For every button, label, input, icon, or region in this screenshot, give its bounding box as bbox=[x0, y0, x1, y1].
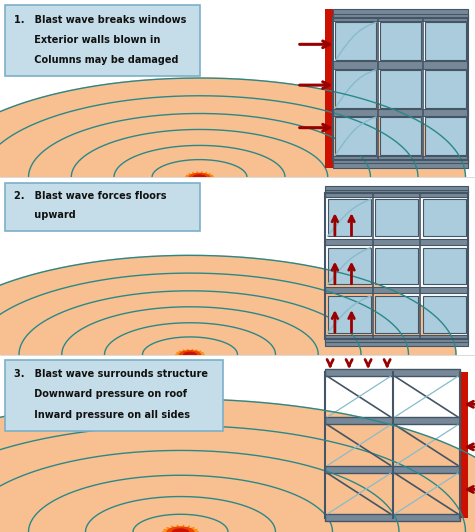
Polygon shape bbox=[0, 426, 466, 532]
Bar bbox=[325, 369, 460, 376]
Circle shape bbox=[184, 352, 196, 357]
Bar bbox=[333, 109, 468, 116]
Circle shape bbox=[172, 529, 189, 532]
Bar bbox=[380, 117, 421, 155]
Bar bbox=[325, 190, 468, 197]
Bar bbox=[325, 287, 468, 294]
Bar bbox=[325, 417, 460, 425]
Bar bbox=[423, 199, 466, 236]
Bar bbox=[375, 247, 418, 285]
FancyBboxPatch shape bbox=[5, 360, 223, 431]
Polygon shape bbox=[28, 113, 370, 177]
Bar bbox=[328, 199, 371, 236]
Bar bbox=[423, 296, 466, 333]
Text: Downward pressure on roof: Downward pressure on roof bbox=[14, 389, 187, 400]
Polygon shape bbox=[152, 160, 247, 177]
Bar bbox=[335, 70, 376, 107]
Text: 1.   Blast wave breaks windows: 1. Blast wave breaks windows bbox=[14, 14, 187, 24]
Bar bbox=[425, 70, 466, 107]
Polygon shape bbox=[0, 399, 475, 532]
Bar bbox=[335, 22, 376, 60]
Bar bbox=[325, 466, 460, 473]
Polygon shape bbox=[104, 323, 276, 355]
Bar bbox=[375, 296, 418, 333]
Polygon shape bbox=[0, 96, 418, 177]
Bar bbox=[325, 238, 468, 245]
FancyBboxPatch shape bbox=[5, 5, 200, 76]
Bar bbox=[325, 9, 333, 169]
Bar bbox=[425, 117, 466, 155]
Bar bbox=[328, 247, 371, 285]
Circle shape bbox=[180, 351, 200, 359]
Bar bbox=[325, 339, 468, 346]
Polygon shape bbox=[62, 307, 318, 355]
Bar bbox=[380, 22, 421, 60]
Bar bbox=[335, 117, 376, 155]
Polygon shape bbox=[0, 273, 408, 355]
Polygon shape bbox=[142, 337, 238, 355]
Polygon shape bbox=[0, 255, 456, 355]
Polygon shape bbox=[19, 291, 361, 355]
Bar bbox=[460, 372, 468, 518]
Bar bbox=[380, 70, 421, 107]
Text: Inward pressure on all sides: Inward pressure on all sides bbox=[14, 410, 190, 420]
Polygon shape bbox=[0, 78, 466, 177]
Polygon shape bbox=[86, 496, 276, 532]
Circle shape bbox=[193, 175, 206, 180]
Polygon shape bbox=[0, 451, 399, 532]
Text: 2.   Blast wave forces floors: 2. Blast wave forces floors bbox=[14, 191, 167, 201]
Bar bbox=[325, 194, 468, 339]
Bar bbox=[425, 22, 466, 60]
Text: 3.   Blast wave surrounds structure: 3. Blast wave surrounds structure bbox=[14, 369, 208, 379]
Polygon shape bbox=[71, 129, 328, 177]
Polygon shape bbox=[133, 514, 228, 532]
Polygon shape bbox=[114, 145, 285, 177]
Bar bbox=[325, 186, 468, 194]
Bar bbox=[333, 160, 468, 169]
Text: Columns may be damaged: Columns may be damaged bbox=[14, 55, 179, 65]
Circle shape bbox=[167, 527, 194, 532]
Bar bbox=[375, 199, 418, 236]
Bar bbox=[328, 296, 371, 333]
Bar bbox=[333, 18, 468, 160]
Polygon shape bbox=[28, 475, 332, 532]
Circle shape bbox=[189, 173, 210, 181]
Bar bbox=[333, 156, 468, 163]
Bar bbox=[333, 9, 468, 18]
Bar bbox=[325, 335, 468, 342]
Bar bbox=[423, 247, 466, 285]
Text: Exterior walls blown in: Exterior walls blown in bbox=[14, 35, 161, 45]
FancyBboxPatch shape bbox=[5, 182, 200, 230]
Bar bbox=[325, 514, 460, 521]
Bar bbox=[333, 62, 468, 69]
Bar bbox=[333, 14, 468, 21]
Text: upward: upward bbox=[14, 210, 76, 220]
